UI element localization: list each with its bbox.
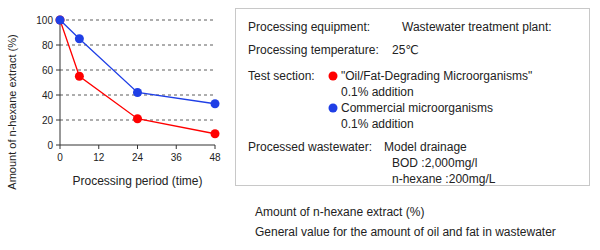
- x-axis-label: Processing period (time): [72, 174, 202, 188]
- footnote: Amount of n-hexane extract (%): [255, 205, 424, 219]
- x-tick: [137, 145, 138, 149]
- info-panel: [236, 9, 590, 186]
- condition-label: Processing temperature:: [248, 43, 379, 57]
- legend-detail: 0.1% addition: [341, 85, 414, 99]
- y-tick-label: 20: [42, 115, 54, 126]
- series-point: [133, 88, 142, 97]
- legend-entry: Commercial microorganisms: [341, 101, 493, 115]
- series-point: [75, 34, 84, 43]
- y-tick-label: 0: [47, 140, 53, 151]
- x-tick: [98, 145, 99, 149]
- series-point: [75, 72, 84, 81]
- series-point: [211, 129, 220, 138]
- wastewater-line: n-hexane :200mg/L: [392, 172, 496, 186]
- y-tick-label: 60: [42, 65, 54, 76]
- series-point: [133, 114, 142, 123]
- series-line: [60, 20, 215, 134]
- series-point: [211, 99, 220, 108]
- x-tick-label: 24: [132, 152, 144, 163]
- y-tick: [56, 95, 60, 96]
- wastewater-line: Model drainage: [384, 140, 467, 154]
- grid-line: [60, 70, 215, 71]
- legend-marker: [329, 104, 338, 113]
- x-axis: [60, 145, 215, 146]
- x-tick: [215, 145, 216, 149]
- y-tick-label: 100: [36, 15, 53, 26]
- x-tick: [176, 145, 177, 149]
- series-point: [56, 16, 65, 25]
- condition-label: Processing equipment:: [248, 20, 370, 34]
- condition-value: Wastewater treatment plant:: [402, 20, 552, 34]
- condition-value: 25℃: [392, 43, 419, 57]
- wastewater-label: Processed wastewater:: [248, 140, 372, 154]
- footnote: General value for the amount of oil and …: [255, 225, 556, 239]
- y-tick: [56, 145, 60, 146]
- legend-title: Test section:: [248, 69, 315, 83]
- y-tick: [56, 120, 60, 121]
- x-tick-label: 0: [57, 152, 63, 163]
- legend-detail: 0.1% addition: [341, 117, 414, 131]
- wastewater-line: BOD :2,000mg/l: [392, 156, 477, 170]
- y-tick: [56, 45, 60, 46]
- y-axis-label: Amount of n-hexane extract (%): [6, 34, 18, 189]
- series-line: [60, 20, 215, 104]
- chart-root: 0 20 40 60 80 100 0 12 24 36 48 Processing period (…: [0, 0, 600, 250]
- plot-marks: [56, 16, 220, 139]
- series-point: [56, 16, 65, 25]
- y-tick-label: 80: [42, 40, 54, 51]
- x-tick-label: 12: [93, 152, 105, 163]
- x-tick: [60, 145, 61, 149]
- y-axis: [60, 20, 61, 145]
- legend-marker: [329, 72, 338, 81]
- x-tick-label: 36: [171, 152, 183, 163]
- grid-line: [60, 45, 215, 46]
- y-tick: [56, 70, 60, 71]
- grid-line: [60, 20, 215, 21]
- y-tick-label: 40: [42, 90, 54, 101]
- legend-entry: "Oil/Fat-Degrading Microorganisms": [341, 69, 532, 83]
- x-tick-label: 48: [209, 152, 221, 163]
